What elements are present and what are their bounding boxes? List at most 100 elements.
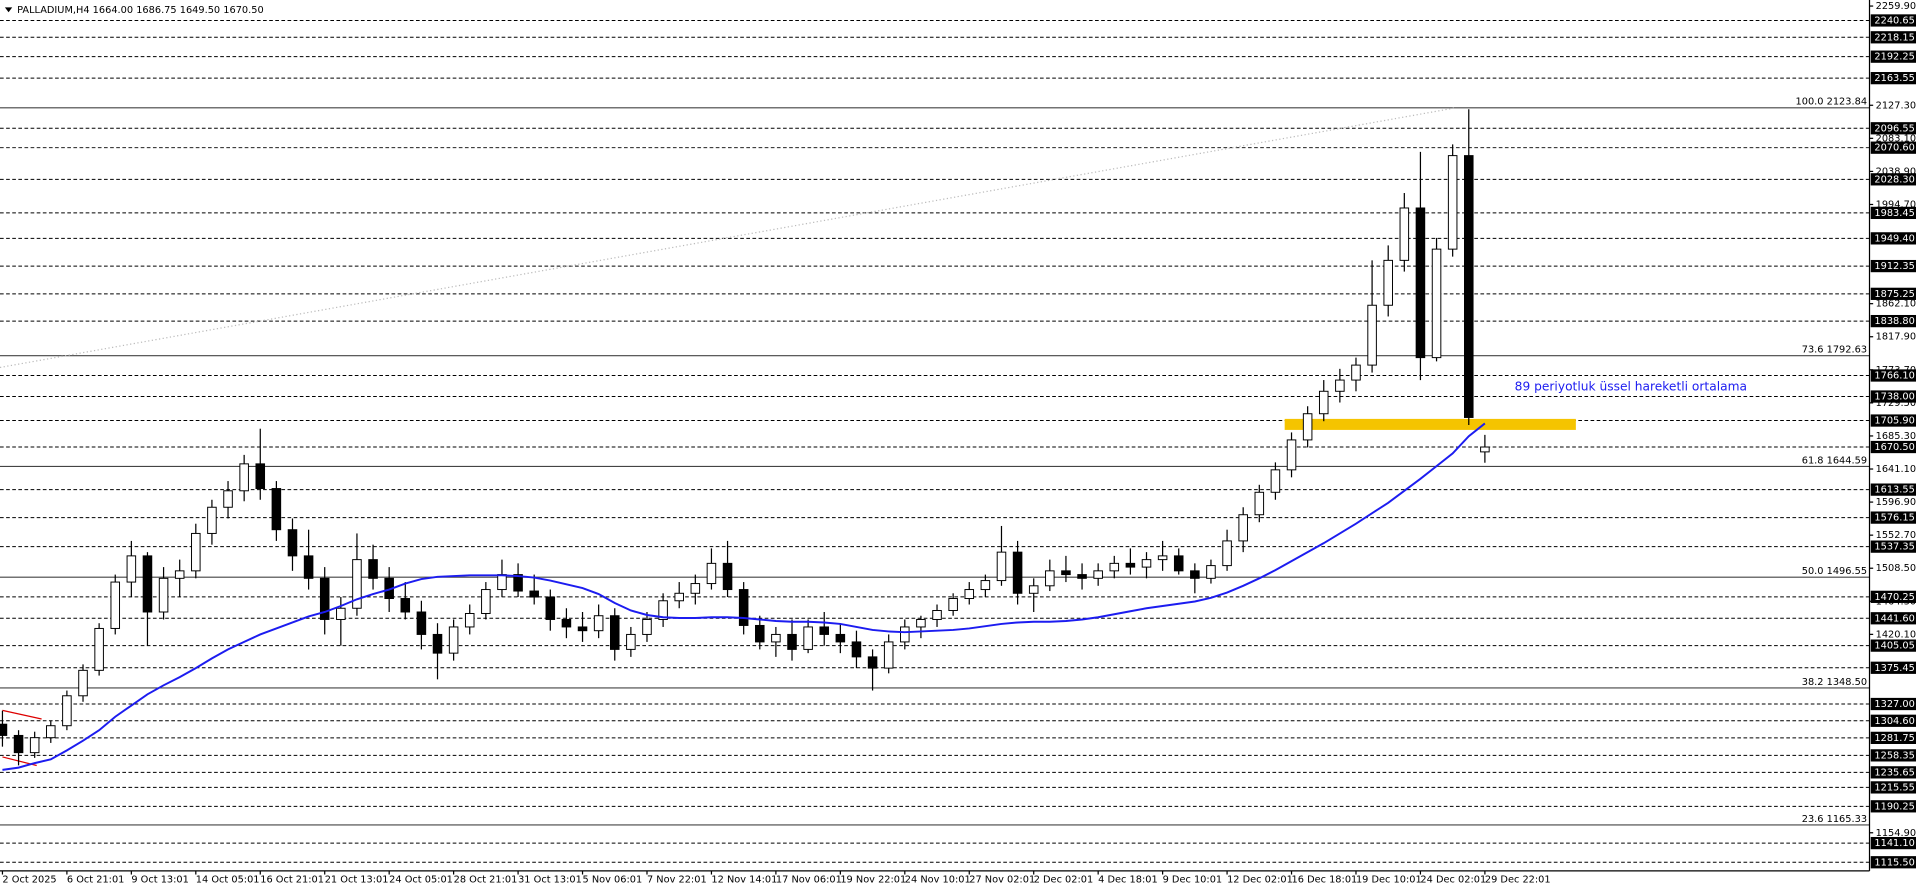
x-tick-label: 6 Oct 21:01 (67, 874, 125, 885)
candle-body (400, 598, 411, 613)
level-label-box (1870, 390, 1916, 403)
candle-body (545, 596, 556, 620)
level-label-box (1870, 697, 1916, 711)
y-tick-label: 1641.10 (1876, 464, 1916, 475)
fib-label: 50.0 1496.55 (1802, 566, 1867, 577)
candle-body (352, 559, 362, 609)
x-tick-label: 2 Oct 2025 (2, 874, 56, 885)
level-label-box (1870, 731, 1916, 744)
candle-body (787, 633, 797, 650)
level-label-box (1870, 259, 1916, 273)
candle-body (46, 725, 56, 739)
x-tick-label: 12 Dec 02:01 (1227, 874, 1293, 885)
level-label: 1983.45 (1874, 208, 1914, 219)
candle-body (1061, 570, 1071, 576)
level-label-box (1870, 856, 1916, 869)
candle-body (948, 598, 958, 611)
level-label-box (1870, 14, 1916, 27)
level-label: 1405.05 (1874, 641, 1914, 652)
candle-body (1045, 570, 1055, 587)
y-tick-label: 1729.50 (1876, 398, 1916, 409)
candle-body (1012, 551, 1023, 594)
x-tick-label: 24 Nov 10:01 (905, 874, 971, 885)
x-tick-label: 9 Dec 10:01 (1163, 874, 1223, 885)
candle-body (303, 555, 314, 579)
level-label-box (1870, 122, 1916, 135)
candle-body (658, 600, 668, 620)
candle-body (110, 581, 121, 629)
candle-body (271, 488, 282, 531)
level-label-box (1870, 590, 1916, 603)
y-tick-label: 1508.50 (1876, 563, 1916, 574)
candle-body (980, 580, 991, 591)
level-label: 2096.55 (1874, 123, 1914, 134)
y-tick-label: 1154.90 (1876, 828, 1916, 839)
level-label-box (1870, 141, 1916, 154)
y-tick-label: 2127.30 (1876, 100, 1916, 111)
drawn-line (2, 709, 42, 720)
level-label: 1766.10 (1874, 370, 1914, 381)
candles (0, 109, 1490, 771)
candle-body (932, 610, 942, 620)
level-label-box (1870, 173, 1916, 186)
candle-body (771, 633, 781, 643)
candle-body (577, 626, 588, 632)
candle-body (78, 669, 88, 697)
candle-body (62, 695, 72, 727)
candle-body (529, 590, 539, 598)
candle-body (448, 626, 459, 654)
candle-body (851, 641, 862, 658)
y-tick-label: 2083.10 (1876, 133, 1916, 144)
candle-body (883, 641, 894, 669)
level-label-box (1870, 766, 1916, 779)
candle-body (561, 618, 572, 628)
candle-body (1367, 304, 1377, 366)
level-label-box (1870, 836, 1916, 850)
level-label-box (1870, 414, 1916, 427)
level-label-box (1870, 511, 1916, 524)
candle-body (1141, 559, 1152, 568)
fib-label: 38.2 1348.50 (1802, 677, 1867, 688)
level-label-box (1870, 612, 1916, 625)
candle-body (593, 615, 604, 632)
level-label-box (1870, 483, 1916, 496)
y-tick-label: 1817.90 (1876, 332, 1916, 343)
level-label: 1875.25 (1874, 289, 1914, 300)
menu-arrow[interactable] (4, 7, 13, 13)
candle-body (1415, 207, 1426, 359)
candle-body (94, 627, 104, 671)
candle-body (900, 626, 910, 643)
level-label-box (1870, 714, 1916, 727)
candle-body (916, 618, 926, 628)
x-tick-label: 19 Dec 10:01 (1356, 874, 1422, 885)
level-label: 1115.50 (1874, 857, 1914, 868)
level-label: 1327.00 (1874, 699, 1914, 710)
candle-body (690, 583, 701, 594)
x-tick-label: 21 Oct 13:01 (325, 874, 389, 885)
x-tick-label: 27 Nov 02:01 (969, 874, 1035, 885)
level-label: 2240.65 (1874, 15, 1914, 26)
candle-body (1173, 555, 1184, 572)
level-label-box (1870, 206, 1916, 220)
x-tick-label: 5 Nov 06:01 (583, 874, 643, 885)
x-tick-label: 19 Nov 22:01 (840, 874, 906, 885)
level-label: 1235.65 (1874, 767, 1914, 778)
candle-body (207, 506, 217, 534)
level-label-box (1870, 781, 1916, 794)
candle-body (642, 618, 652, 635)
candle-body (1222, 540, 1232, 567)
level-label: 1705.90 (1874, 416, 1914, 427)
candle-body (368, 559, 378, 579)
candle-body (1447, 155, 1458, 250)
candle-body (319, 577, 330, 620)
candle-body (996, 551, 1007, 582)
x-tick-label: 16 Oct 21:01 (260, 874, 324, 885)
level-label: 2192.25 (1874, 52, 1914, 63)
candle-body (1335, 379, 1345, 392)
level-label: 1304.60 (1874, 716, 1914, 727)
candle-body (1125, 562, 1136, 568)
candle-body (738, 589, 749, 626)
y-tick-label: 2259.90 (1876, 1, 1916, 12)
candle-body (1077, 574, 1087, 579)
y-tick-label: 1420.10 (1876, 629, 1916, 640)
